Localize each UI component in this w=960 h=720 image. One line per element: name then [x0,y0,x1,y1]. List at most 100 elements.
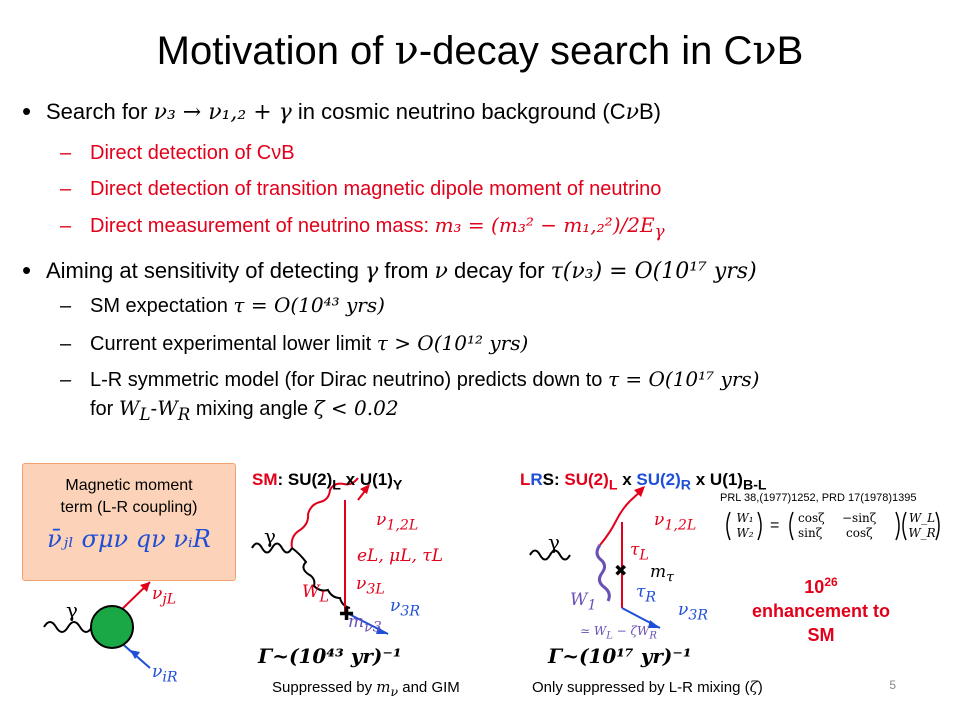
left-gamma-label: γ [66,598,78,622]
sub-2-4: for WL-WR mixing angle ζ < 0.02 [90,394,399,429]
matrix-right-0: W_L [908,511,936,525]
sub-2-4-wsubR: R [177,405,191,424]
bullet-dot-2: • [22,255,32,285]
enh-num: 10 [804,577,825,597]
sub-1-3-pre: Direct measurement of neutrino mass: [90,215,435,237]
bullet-2-math: τ(ν₃) = O(10¹⁷ yrs) [550,259,757,284]
sm-caption-msub: ν [390,684,399,699]
lrs-nu3R-sub: 3R [688,607,709,624]
sm-nu3R: ν [390,596,401,616]
title-text-2: -decay search in C [418,29,753,73]
left-nu-bot-sub: iR [162,669,178,686]
left-nu-iR: νiR [152,662,178,685]
bullet-2-gamma: γ [365,259,379,284]
lrs-nu-out-arrow [634,486,645,497]
sub-1-3: – Direct measurement of neutrino mass: m₃… [60,213,665,241]
sm-nu-in-arrow [376,627,388,634]
lrs-approx-sub: L [606,630,613,642]
sm-caption-pre: Suppressed by [272,679,377,696]
matrix-left-vector: W₁ W₂ [734,511,756,541]
left-nu-out-arrow [140,582,150,592]
left-nu-in-arrow [130,650,140,659]
sm-caption-post: and GIM [398,679,460,696]
lrs-rate: Γ~(10¹⁷ yr)⁻¹ [548,644,692,668]
sm-header-sub-L: L [332,477,341,494]
lrs-header-R: R [530,470,543,489]
lrs-tauL-line [599,500,631,546]
page-number: 5 [889,678,896,692]
lrs-header-sub-L: L [608,477,618,494]
sm-nu3L-label: ν3L [356,574,385,597]
left-nu-jL: νjL [152,584,176,607]
lrs-approx: ≃ W [580,624,607,638]
left-nu-bot: ν [152,662,163,682]
lrs-tauL-sub: L [639,547,649,564]
sm-header: SM: SU(2)L x U(1)Y [252,470,402,493]
sm-header-pre: SM [252,470,278,489]
sm-mass-insertion: ✚ [339,604,354,625]
lrs-nu-in-arrow [648,620,660,628]
lrs-header-su2L: SU(2) [564,470,609,489]
lrs-gamma-label: γ [548,530,560,554]
left-photon-line [43,621,93,633]
sm-charged-lepton-line [290,477,359,549]
interaction-vertex-blob [90,605,134,649]
sub-2-3: – L-R symmetric model (for Dirac neutrino… [60,367,760,391]
sub-1-1-text: Direct detection of CνB [90,142,295,164]
bullet-dot-1: • [22,96,32,126]
lrs-tauR-sub: R [645,589,657,606]
sm-nu3R-sub: 3R [400,603,421,620]
sub-1-3-math: m₃ = (m₃² − m₁,₂²)/2E [434,213,655,237]
title-text: Motivation of [156,29,395,73]
lrs-approx-post: − ζW [612,624,650,638]
lrs-photon-line [529,549,571,561]
enh-line-2: enhancement to [751,601,891,621]
sub-1-1: – Direct detection of CνB [60,142,295,164]
sm-caption-m: m [376,678,391,696]
callout-formula: ν̄ⱼₗ σμν qν νᵢR [47,525,211,553]
matrix-mid-2: sinζ [798,526,823,540]
bullet-1-post: in cosmic neutrino background (C [291,99,626,124]
lrs-caption-zeta: ζ [749,678,758,696]
sm-w-boson-line [291,547,351,609]
sub-1-3-sub: γ [654,222,665,241]
sub-1-2: – Direct detection of transition magnetic… [60,178,662,200]
lrs-nu3R-label: ν3R [678,600,708,623]
sub-2-4-math: ζ < 0.02 [313,396,399,420]
lrs-header-sub-R: R [680,477,692,494]
matrix-mid-3: cosζ [846,526,873,540]
title-b: B [776,29,804,73]
sm-mnu-sub: ν3 [364,619,382,636]
matrix-left-0: W₁ [736,511,754,525]
bullet-2-mid2: decay for [447,258,551,283]
bullet-1-pre: Search for [46,99,154,124]
matrix-paren-2 [757,511,762,541]
sub-2-2: – Current experimental lower limit τ > O(… [60,331,529,355]
lrs-caption-pre: Only suppressed by L-R mixing ( [532,679,750,696]
lrs-header-x: x [617,470,637,489]
sm-nu3L-sub: 3L [366,581,385,598]
lrs-header-sub-BL: B-L [742,477,767,494]
sm-mnu-label: mν3 [348,612,382,635]
lrs-caption-post: ) [757,679,763,696]
sub-2-4-dash: - [150,398,158,420]
sub-2-1-math: τ = O(10⁴³ yrs) [233,293,385,317]
lrs-header-L: L [520,470,531,489]
lrs-W1-sub: 1 [587,597,597,614]
bullet-2-mid: from [378,258,435,283]
enh-line-3: SM [807,625,835,645]
sm-nu3L: ν [356,574,367,594]
lrs-mtau-label: mτ [650,562,674,585]
matrix-paren-3 [789,511,794,541]
lrs-mtau: m [650,562,667,582]
sm-nu-out-arrow [360,484,370,494]
sm-header-sub-Y: Y [392,477,403,494]
sm-mnu: m [348,612,365,632]
matrix-right-1: W_R [908,526,936,540]
bullet-2: Aiming at sensitivity of detecting γ fro… [46,256,757,287]
enhancement-power: 1026 [738,570,904,599]
lrs-nu12-sub: 1,2L [664,517,697,534]
sm-gamma-label: γ [264,524,276,548]
sub-2-4-pre: for [90,398,119,420]
